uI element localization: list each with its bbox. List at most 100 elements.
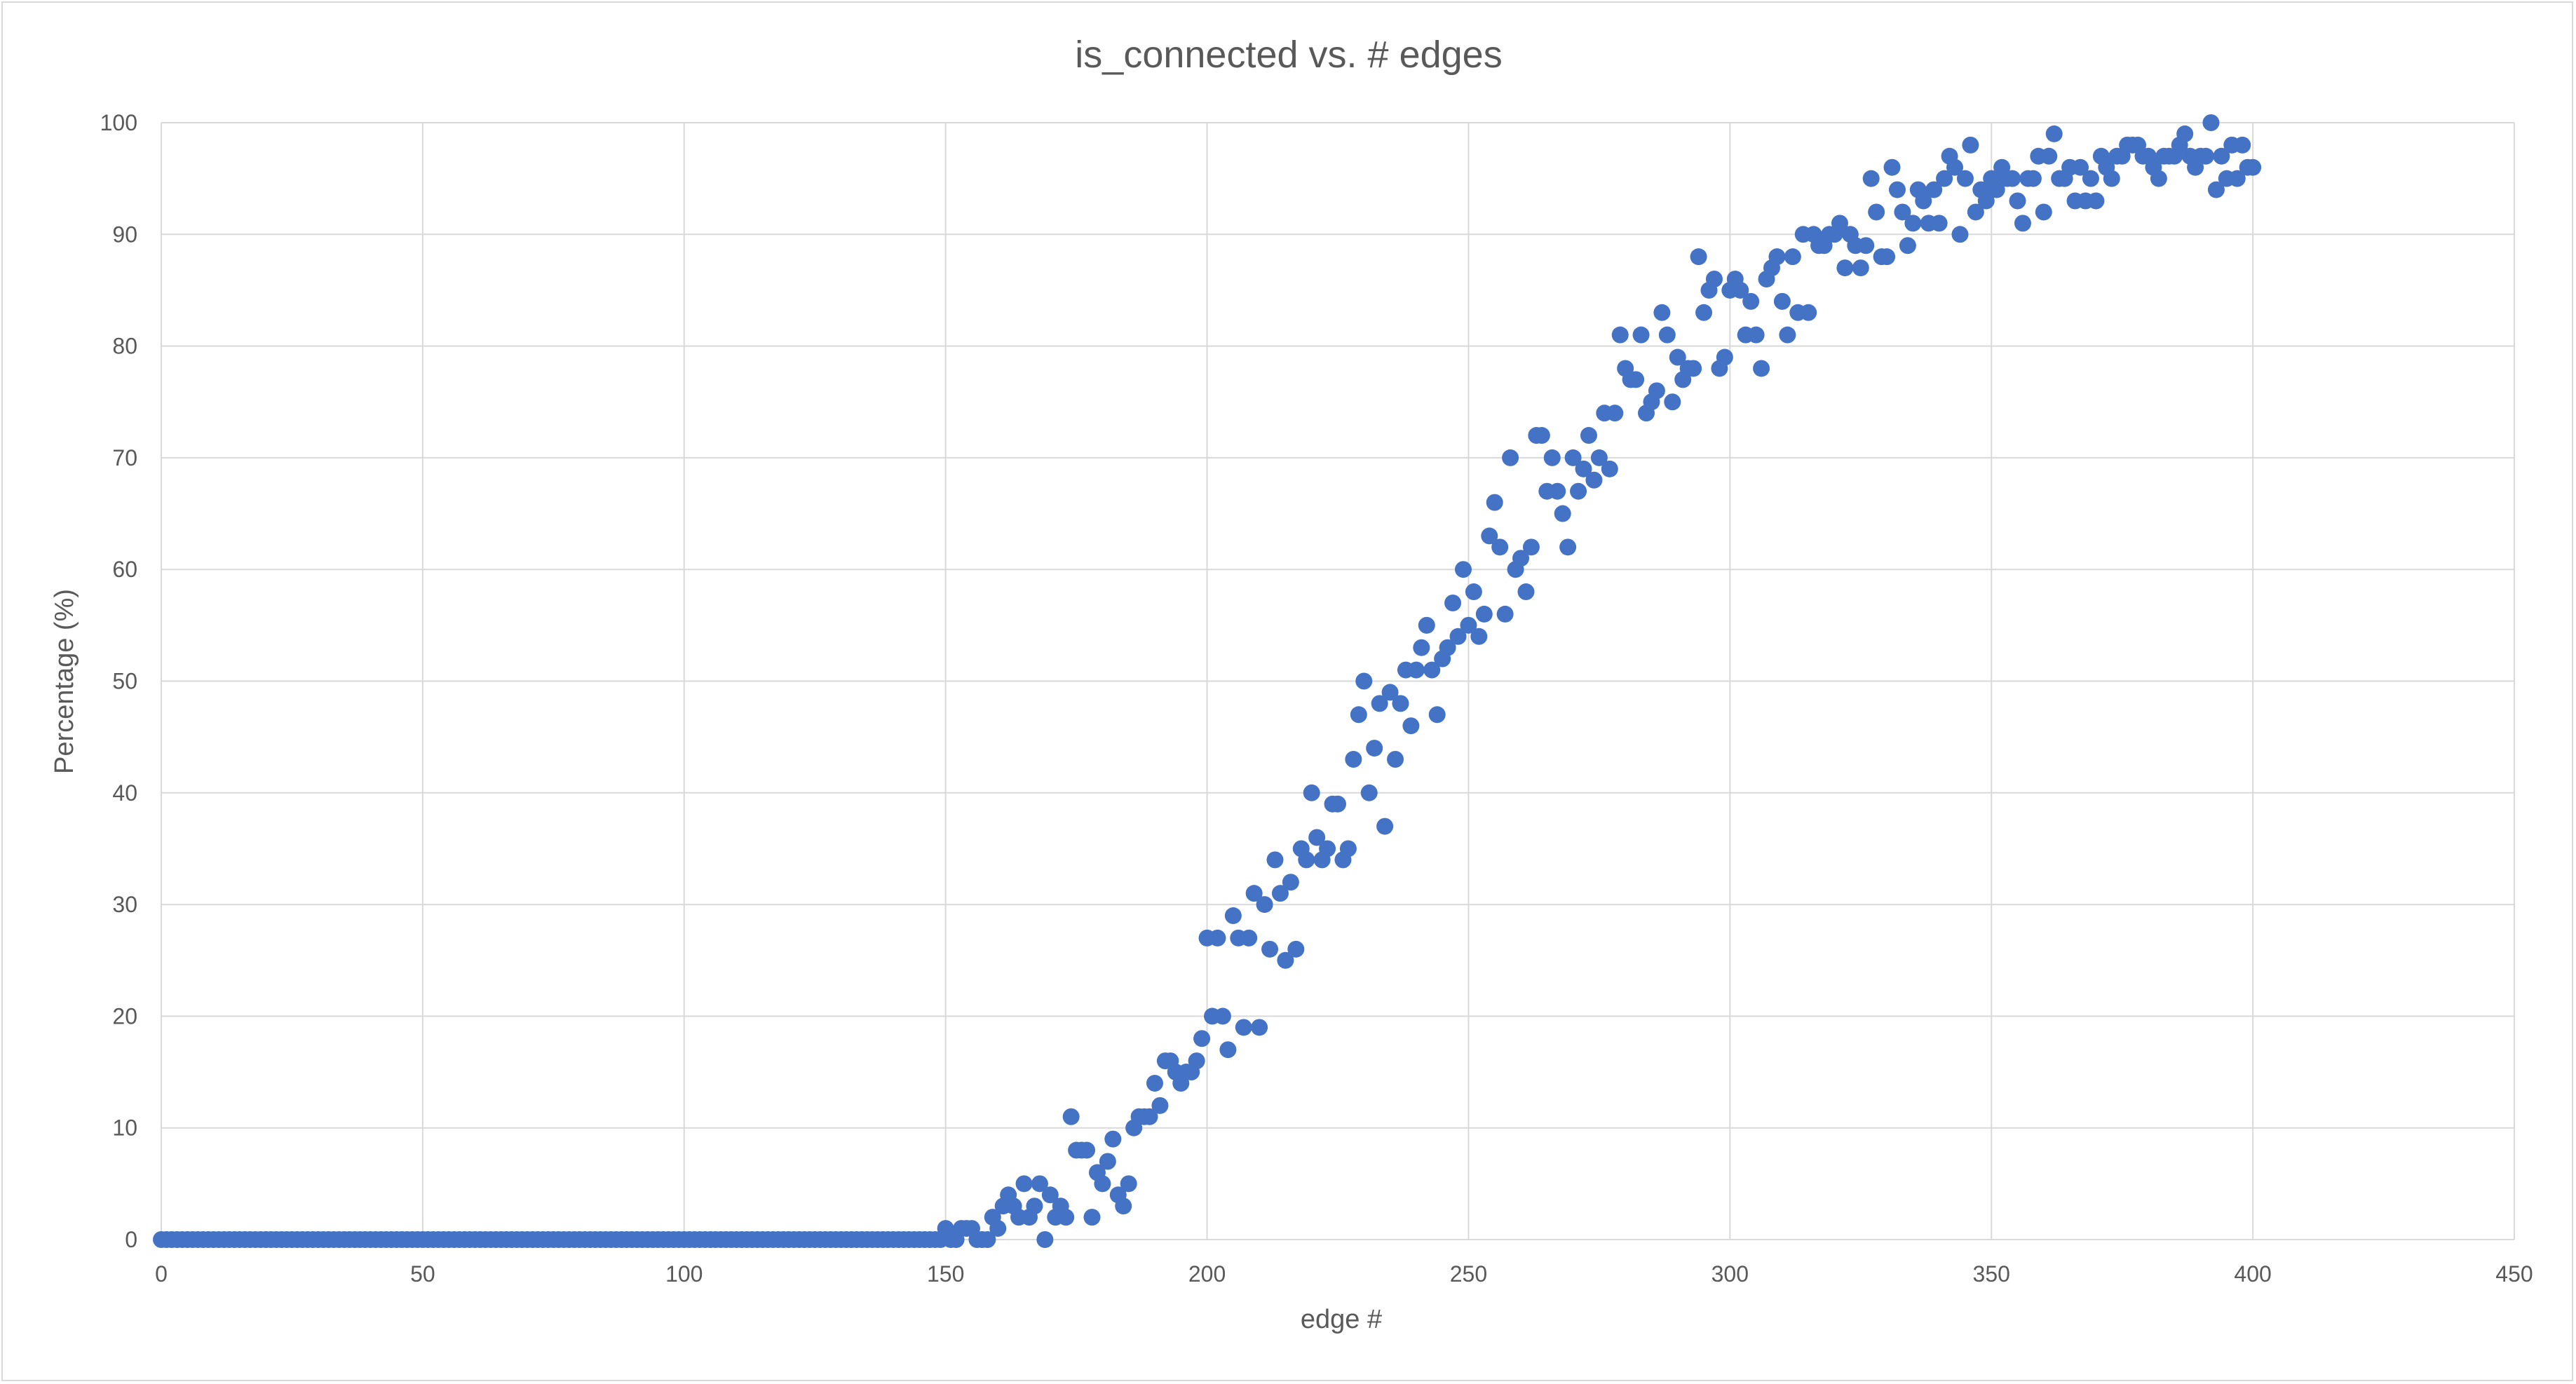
data-point xyxy=(1439,639,1456,656)
data-point xyxy=(2202,114,2220,131)
data-point xyxy=(1015,1175,1033,1193)
data-point xyxy=(1224,907,1242,925)
data-point xyxy=(1402,717,1420,735)
data-point xyxy=(1773,292,1791,310)
data-point xyxy=(1836,259,1854,277)
y-tick-label: 60 xyxy=(112,557,137,582)
scatter-chart: is_connected vs. # edges 0 10 20 30 40 50 60 70… xyxy=(50,34,2533,1334)
x-tick-label: 50 xyxy=(410,1261,435,1287)
data-point xyxy=(1371,695,1388,712)
data-point xyxy=(1188,1052,1205,1070)
data-point xyxy=(1857,237,1875,255)
y-tick-label: 10 xyxy=(112,1115,137,1141)
data-point xyxy=(1611,326,1629,344)
data-point xyxy=(1491,538,1509,556)
data-point xyxy=(1245,885,1263,902)
data-point xyxy=(1381,684,1399,701)
data-point xyxy=(1685,360,1702,377)
data-point xyxy=(1554,505,1571,522)
data-point xyxy=(1036,1231,1054,1248)
data-point xyxy=(1962,136,1979,154)
data-point xyxy=(1533,427,1550,445)
data-point xyxy=(1502,449,1519,466)
data-point xyxy=(1360,784,1378,801)
data-point xyxy=(1695,304,1713,321)
data-point xyxy=(1235,1019,1252,1036)
data-point xyxy=(1449,627,1467,645)
data-point xyxy=(1606,405,1624,422)
data-point xyxy=(1862,170,1880,187)
x-tick-label: 400 xyxy=(2234,1261,2271,1287)
data-point xyxy=(2103,170,2120,187)
data-point xyxy=(1355,672,1373,690)
data-point xyxy=(1256,896,1273,914)
data-point xyxy=(1831,215,1848,232)
data-point xyxy=(1062,1108,1080,1125)
data-point xyxy=(1282,874,1299,891)
data-point xyxy=(1444,594,1462,611)
gridlines xyxy=(161,122,2515,1240)
data-point xyxy=(1329,795,1346,813)
data-point xyxy=(1496,605,1514,623)
data-point xyxy=(1956,170,1974,187)
data-point xyxy=(1946,158,1964,176)
data-point xyxy=(1690,248,1707,266)
data-point xyxy=(1041,1186,1059,1204)
x-tick-label: 350 xyxy=(1973,1261,2010,1287)
data-point xyxy=(2244,158,2262,176)
data-point xyxy=(1287,940,1305,958)
data-point xyxy=(2176,125,2194,142)
data-point xyxy=(1319,840,1336,857)
data-point xyxy=(2234,136,2251,154)
data-point xyxy=(2009,192,2026,210)
data-point xyxy=(1057,1209,1075,1226)
data-point xyxy=(1632,326,1650,344)
data-point xyxy=(2072,158,2089,176)
data-point xyxy=(1888,181,1906,198)
data-point xyxy=(1094,1175,1111,1193)
x-tick-label: 250 xyxy=(1450,1261,1487,1287)
data-point xyxy=(1601,460,1618,477)
data-point xyxy=(1240,929,1258,947)
data-point xyxy=(1266,851,1284,869)
x-tick-label: 200 xyxy=(1188,1261,1226,1287)
data-point xyxy=(1151,1097,1169,1114)
data-point xyxy=(1261,940,1279,958)
data-point xyxy=(1747,326,1765,344)
x-tick-label: 300 xyxy=(1711,1261,1749,1287)
y-axis-title: Percentage (%) xyxy=(50,589,79,774)
data-point xyxy=(2035,203,2052,221)
data-point xyxy=(1428,706,1446,724)
data-point xyxy=(1878,248,1896,266)
y-tick-label: 0 xyxy=(125,1227,137,1252)
data-points xyxy=(153,114,2262,1248)
data-point xyxy=(1214,1008,1231,1025)
data-point xyxy=(1486,494,1503,511)
data-point xyxy=(1031,1175,1048,1193)
data-point xyxy=(1800,304,1817,321)
data-point xyxy=(1988,181,2005,198)
data-point xyxy=(1570,482,1587,500)
data-point xyxy=(1915,192,1932,210)
data-point xyxy=(2040,147,2058,165)
data-point xyxy=(1512,550,1530,567)
data-point xyxy=(1925,181,1943,198)
x-axis-title: edge # xyxy=(1301,1305,1382,1334)
data-point xyxy=(1308,829,1326,846)
data-point xyxy=(1559,538,1577,556)
data-point xyxy=(1026,1198,1043,1215)
data-point xyxy=(1423,661,1441,679)
y-tick-label: 40 xyxy=(112,780,137,806)
data-point xyxy=(1345,751,1362,768)
data-point xyxy=(1549,482,1566,500)
data-point xyxy=(1564,449,1582,466)
data-point xyxy=(1193,1030,1211,1047)
data-point xyxy=(989,1220,1007,1237)
x-tick-label: 0 xyxy=(155,1261,168,1287)
data-point xyxy=(1899,237,1916,255)
data-point xyxy=(979,1231,996,1248)
data-point xyxy=(1387,751,1404,768)
data-point xyxy=(1977,192,1995,210)
data-point xyxy=(2207,181,2225,198)
